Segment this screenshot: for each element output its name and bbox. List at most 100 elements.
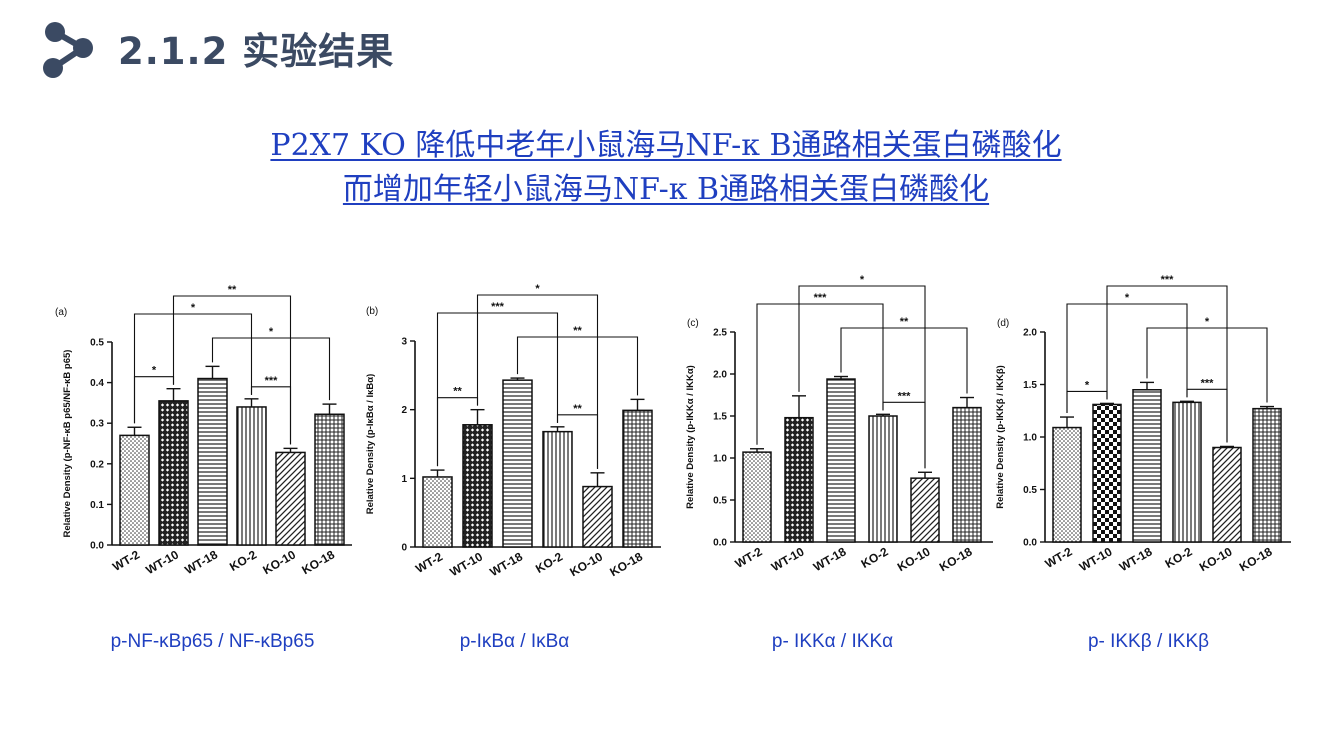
significance-bracket [840, 327, 968, 394]
x-tick-label: KO-10 [1197, 544, 1235, 574]
bar [1052, 426, 1082, 543]
bar [582, 485, 613, 548]
x-tick-label: KO-2 [1163, 544, 1195, 571]
bar-chart-d: (d) 0.0 0.5 1.0 1.5 2.0 Relative Density (p-IK… [995, 274, 1291, 574]
bar [1092, 403, 1122, 543]
significance-label: ** [573, 403, 582, 415]
x-tick-label: KO-2 [859, 544, 891, 571]
bar [502, 379, 533, 548]
significance-label: *** [491, 301, 505, 313]
significance-label: ** [453, 386, 462, 398]
page-title: 2.1.2 实验结果 [118, 30, 395, 73]
bar [197, 377, 228, 546]
significance-bracket [756, 303, 884, 445]
panel-label: (c) [687, 318, 699, 329]
molecule-node-icon [43, 22, 93, 78]
significance-label: * [1085, 379, 1090, 391]
y-tick-label: 2 [401, 405, 407, 416]
x-tick-label: WT-10 [1077, 544, 1115, 574]
bar [622, 409, 653, 548]
y-tick-label: 0 [401, 543, 407, 554]
significance-bracket [556, 414, 599, 469]
y-axis-label: Relative Density (p-IKKα / IKKα) [685, 365, 696, 509]
bar [784, 416, 814, 543]
caption-c: p- IKKα / IKKα [771, 631, 894, 652]
bar [1252, 407, 1282, 543]
bar [542, 430, 573, 548]
significance-label: *** [1161, 274, 1175, 286]
x-tick-label: WT-2 [110, 547, 142, 574]
bar [236, 406, 267, 546]
y-tick-label: 0.0 [90, 541, 104, 552]
y-tick-label: 2.0 [1023, 328, 1037, 339]
bar [868, 415, 898, 543]
panel-label: (b) [366, 306, 378, 317]
significance-bracket [211, 337, 331, 401]
significance-bracket [516, 336, 639, 396]
significance-bracket [1146, 327, 1268, 403]
y-tick-label: 1.5 [713, 412, 727, 423]
panel-label: (d) [997, 318, 1009, 329]
bar [910, 477, 940, 543]
bar [742, 451, 772, 543]
bar [1212, 446, 1242, 543]
caption-d: p- IKKβ / IKKβ [1087, 631, 1210, 652]
y-tick-label: 2.5 [713, 328, 727, 339]
significance-label: * [269, 326, 274, 338]
bar-chart-a: (a) 0.0 0.1 0.2 0.3 0.4 0.5 Relative Density (p… [55, 284, 352, 577]
x-tick-label: KO-10 [567, 549, 605, 579]
y-tick-label: 1.5 [1023, 380, 1037, 391]
x-tick-label: WT-18 [1117, 544, 1155, 574]
significance-bracket [436, 312, 559, 467]
y-axis-label: Relative Density (p-IκBα / IκBα) [365, 374, 376, 515]
significance-label: * [1125, 292, 1130, 304]
x-tick-label: KO-10 [260, 547, 298, 577]
x-tick-label: WT-10 [769, 544, 807, 574]
bar [314, 413, 345, 546]
significance-bracket [250, 386, 292, 445]
significance-bracket [1066, 303, 1188, 414]
y-tick-label: 0.0 [713, 538, 727, 549]
y-tick-label: 1.0 [713, 454, 727, 465]
bar [1132, 389, 1162, 543]
significance-bracket [172, 295, 292, 445]
significance-label: *** [814, 292, 828, 304]
significance-label: ** [228, 284, 237, 296]
y-tick-label: 2.0 [713, 370, 727, 381]
significance-label: * [152, 365, 157, 377]
panel-label: (a) [55, 307, 67, 318]
significance-label: *** [265, 375, 279, 387]
x-tick-label: WT-18 [487, 549, 525, 579]
y-tick-label: 0.2 [90, 459, 104, 470]
bar [1172, 401, 1202, 543]
x-tick-label: WT-2 [413, 549, 445, 576]
x-tick-label: KO-18 [299, 547, 337, 577]
bar-chart-c: (c) 0.0 0.5 1.0 1.5 2.0 2.5 Relative Density (p… [685, 274, 993, 574]
x-tick-label: KO-10 [895, 544, 933, 574]
bar [826, 378, 856, 543]
x-tick-label: WT-2 [1043, 544, 1075, 571]
significance-bracket [798, 285, 926, 469]
y-axis-label: Relative Density (p-IKKβ / IKKβ) [995, 365, 1006, 509]
x-tick-label: WT-2 [733, 544, 765, 571]
y-tick-label: 0.4 [90, 378, 104, 389]
x-tick-label: KO-18 [607, 549, 645, 579]
x-tick-label: WT-10 [447, 549, 485, 579]
y-tick-label: 0.0 [1023, 538, 1037, 549]
bar [462, 424, 493, 548]
bar-chart-b: (b) 0 1 2 3 Relative Density (p-IκBα / IκBα) W… [365, 283, 661, 579]
caption-a: p-NF-κBp65 / NF-κBp65 [110, 631, 315, 652]
significance-label: *** [898, 390, 912, 402]
significance-label: *** [1201, 377, 1215, 389]
y-tick-label: 0.5 [1023, 485, 1037, 496]
x-tick-label: KO-18 [937, 544, 975, 574]
y-tick-label: 0.1 [90, 500, 104, 511]
bar [119, 434, 150, 546]
significance-label: * [860, 274, 865, 286]
y-tick-label: 1.0 [1023, 433, 1037, 444]
significance-bracket [1106, 285, 1228, 443]
y-tick-label: 0.5 [90, 338, 104, 349]
y-tick-label: 0.3 [90, 419, 104, 430]
bar [275, 451, 306, 546]
significance-label: ** [573, 325, 582, 337]
